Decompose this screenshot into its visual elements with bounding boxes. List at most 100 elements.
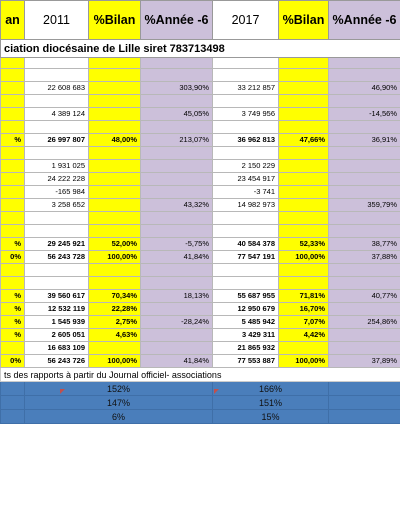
cell-g[interactable] <box>328 276 400 290</box>
cell-d[interactable] <box>140 146 213 160</box>
cell-b[interactable] <box>24 94 89 108</box>
cell[interactable] <box>212 57 279 69</box>
header-bilan-c[interactable]: %Bilan <box>278 0 329 40</box>
cell-g[interactable] <box>328 68 400 82</box>
cell-d[interactable] <box>140 120 213 134</box>
cell-a[interactable]: % <box>0 237 25 251</box>
cell-g[interactable] <box>328 211 400 225</box>
cell-f[interactable] <box>278 224 329 238</box>
cell-g[interactable]: 37,89% <box>328 354 400 368</box>
cell-c[interactable] <box>88 107 141 121</box>
cell[interactable] <box>278 57 329 69</box>
cell-b[interactable]: 2 605 051 <box>24 328 89 342</box>
cell-d[interactable]: -5,75% <box>140 237 213 251</box>
cell-b[interactable]: -165 984 <box>24 185 89 199</box>
cell-c[interactable] <box>88 224 141 238</box>
cell-a[interactable] <box>0 185 25 199</box>
cell-c[interactable] <box>88 185 141 199</box>
footer-text[interactable]: ts des rapports à partir du Journal offi… <box>0 367 400 382</box>
cell-b[interactable]: 29 245 921 <box>24 237 89 251</box>
cell-c[interactable] <box>88 198 141 212</box>
cell-c[interactable]: 100,00% <box>88 250 141 264</box>
cell-a[interactable] <box>0 94 25 108</box>
cell-g[interactable]: 254,86% <box>328 315 400 329</box>
cell-f[interactable] <box>278 185 329 199</box>
cell[interactable] <box>0 57 25 69</box>
cell-e[interactable]: 3 429 311 <box>212 328 279 342</box>
cell-g[interactable] <box>328 159 400 173</box>
cell-b[interactable]: 1 931 025 <box>24 159 89 173</box>
cell-d[interactable]: -28,24% <box>140 315 213 329</box>
cell-a[interactable] <box>0 107 25 121</box>
cell-a[interactable] <box>0 68 25 82</box>
cell-g[interactable] <box>328 302 400 316</box>
cell-d[interactable] <box>140 328 213 342</box>
cell-g[interactable] <box>328 341 400 355</box>
cell-d[interactable]: 18,13% <box>140 289 213 303</box>
ratio-cell-e[interactable]: 15% <box>212 409 329 424</box>
cell-a[interactable] <box>0 263 25 277</box>
cell-d[interactable] <box>140 302 213 316</box>
cell-c[interactable] <box>88 159 141 173</box>
cell-a[interactable] <box>0 81 25 95</box>
cell-e[interactable] <box>212 68 279 82</box>
cell-b[interactable] <box>24 276 89 290</box>
cell-g[interactable]: 40,77% <box>328 289 400 303</box>
cell-e[interactable]: 12 950 679 <box>212 302 279 316</box>
comment-marker[interactable] <box>60 389 65 394</box>
cell-e[interactable] <box>212 211 279 225</box>
cell-g[interactable]: 38,77% <box>328 237 400 251</box>
cell-e[interactable]: 77 547 191 <box>212 250 279 264</box>
cell-c[interactable]: 22,28% <box>88 302 141 316</box>
cell-d[interactable] <box>140 94 213 108</box>
cell-f[interactable] <box>278 211 329 225</box>
cell-b[interactable]: 24 222 228 <box>24 172 89 186</box>
cell-a[interactable] <box>0 198 25 212</box>
cell-e[interactable] <box>212 146 279 160</box>
cell-e[interactable] <box>212 276 279 290</box>
cell-c[interactable]: 2,75% <box>88 315 141 329</box>
cell-c[interactable] <box>88 81 141 95</box>
cell-b[interactable]: 3 258 652 <box>24 198 89 212</box>
cell[interactable] <box>140 57 213 69</box>
ratio-cell-a[interactable] <box>0 409 25 424</box>
cell-g[interactable]: 36,91% <box>328 133 400 147</box>
cell-c[interactable]: 48,00% <box>88 133 141 147</box>
cell-a[interactable]: 0% <box>0 354 25 368</box>
cell-f[interactable]: 4,42% <box>278 328 329 342</box>
cell-d[interactable] <box>140 68 213 82</box>
cell-g[interactable] <box>328 146 400 160</box>
cell-e[interactable]: 40 584 378 <box>212 237 279 251</box>
cell-e[interactable]: 14 982 973 <box>212 198 279 212</box>
cell-f[interactable]: 71,81% <box>278 289 329 303</box>
cell[interactable] <box>328 57 400 69</box>
cell-b[interactable]: 1 545 939 <box>24 315 89 329</box>
cell-d[interactable] <box>140 276 213 290</box>
cell-d[interactable]: 41,84% <box>140 354 213 368</box>
cell-e[interactable] <box>212 94 279 108</box>
cell[interactable] <box>24 57 89 69</box>
ratio-cell-b[interactable]: 6% <box>24 409 213 424</box>
ratio-cell-f[interactable] <box>328 409 400 424</box>
cell-d[interactable]: 213,07% <box>140 133 213 147</box>
cell-b[interactable]: 22 608 683 <box>24 81 89 95</box>
cell-b[interactable] <box>24 211 89 225</box>
cell-d[interactable]: 45,05% <box>140 107 213 121</box>
header-annee-b[interactable]: %Année -6 <box>140 0 213 40</box>
cell-b[interactable]: 26 997 807 <box>24 133 89 147</box>
cell-g[interactable]: 359,79% <box>328 198 400 212</box>
cell-c[interactable] <box>88 172 141 186</box>
cell-g[interactable] <box>328 185 400 199</box>
cell-a[interactable] <box>0 341 25 355</box>
cell-a[interactable]: % <box>0 133 25 147</box>
cell-d[interactable]: 43,32% <box>140 198 213 212</box>
header-annee-c[interactable]: %Année -6 <box>328 0 400 40</box>
header-bilan-a[interactable]: an <box>0 0 25 40</box>
cell-g[interactable] <box>328 94 400 108</box>
cell-d[interactable] <box>140 159 213 173</box>
cell-g[interactable] <box>328 328 400 342</box>
cell-e[interactable] <box>212 224 279 238</box>
cell-a[interactable] <box>0 224 25 238</box>
cell-d[interactable] <box>140 172 213 186</box>
cell-e[interactable]: 55 687 955 <box>212 289 279 303</box>
